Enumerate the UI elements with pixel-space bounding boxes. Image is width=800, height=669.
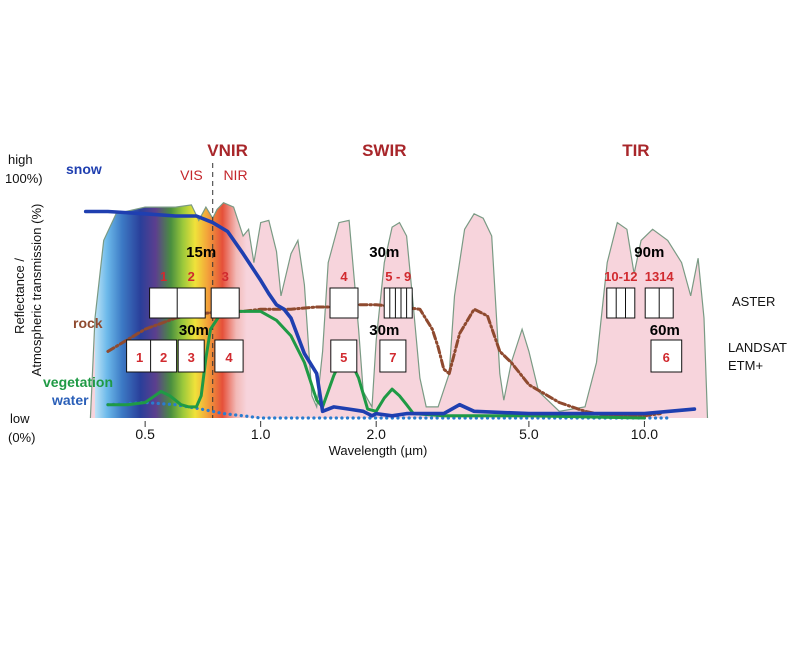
x-tick-label: 5.0 xyxy=(519,426,539,442)
resolution-label: 30m xyxy=(179,322,209,339)
x-tick-label: 10.0 xyxy=(631,426,658,442)
instrument-aster-label: ASTER xyxy=(732,294,775,309)
band-box-aster-10-12 xyxy=(606,287,636,319)
region-label: VNIR xyxy=(207,141,248,160)
series-snow-line xyxy=(83,209,697,418)
legend-vegetation: vegetation xyxy=(43,374,113,390)
band-box-aster-2 xyxy=(176,287,206,319)
band-box-aster-4 xyxy=(329,287,359,319)
y-low-label: low xyxy=(10,411,30,426)
x-tick-label: 2.0 xyxy=(366,426,386,442)
band-label: 3 xyxy=(188,350,195,365)
x-tick-label: 0.5 xyxy=(135,426,155,442)
band-label: 3 xyxy=(222,269,229,284)
band-box-aster-1 xyxy=(149,287,179,319)
band-box-landsat-3 xyxy=(177,339,205,373)
x-axis-title: Wavelength (µm) xyxy=(329,443,428,458)
y-high-label: high xyxy=(8,152,33,167)
resolution-label: 15m xyxy=(186,244,216,261)
band-label: 5 xyxy=(340,350,347,365)
resolution-label: 30m xyxy=(369,244,399,261)
y-high-percent: 100%) xyxy=(5,171,43,186)
series-vegetation-line xyxy=(106,309,646,420)
resolution-label: 30m xyxy=(369,322,399,339)
band-box-aster-3 xyxy=(210,287,240,319)
band-box-landsat-5 xyxy=(330,339,358,373)
band-box-landsat-6 xyxy=(650,339,683,373)
x-tick-label: 1.0 xyxy=(251,426,271,442)
band-label: 2 xyxy=(188,269,195,284)
band-label: 10-12 xyxy=(604,269,637,284)
band-label: 1314 xyxy=(645,269,675,284)
band-label: 1 xyxy=(136,350,143,365)
transmission-edge xyxy=(89,201,709,419)
band-label: 1 xyxy=(160,269,167,284)
text-layer: high 100%) low (0%) Reflectance / Atmospheric… xyxy=(5,141,787,445)
resolution-label: 60m xyxy=(650,322,680,339)
band-box-landsat-4 xyxy=(214,339,244,373)
band-box-aster-5-9 xyxy=(383,287,413,319)
resolution-label: 90m xyxy=(634,244,664,261)
band-label: 7 xyxy=(389,350,396,365)
instrument-landsat-label-1: LANDSAT xyxy=(728,340,787,355)
band-label: 4 xyxy=(225,350,233,365)
subregion-label: NIR xyxy=(223,167,247,183)
legend-snow: snow xyxy=(66,161,102,177)
band-label: 4 xyxy=(340,269,348,284)
x-axis: 0.5 1.0 2.0 5.0 10.0 Wavelength (µm) xyxy=(135,421,658,458)
region-label: TIR xyxy=(622,141,649,160)
y-axis-title-line2: Atmospheric transmission (%) xyxy=(29,204,44,377)
band-label: 5 - 9 xyxy=(385,269,411,284)
band-box-landsat-7 xyxy=(379,339,407,373)
band-label: 6 xyxy=(663,350,670,365)
legend-water: water xyxy=(51,392,89,408)
region-label: SWIR xyxy=(362,141,406,160)
instrument-landsat-label-2: ETM+ xyxy=(728,358,763,373)
band-layer: 1 2 3 4 5 - 9 10-12 1314 15m 30m 90m 1 2 3 4 5 7 6 30m 30m… xyxy=(126,244,683,373)
band-label: 2 xyxy=(160,350,167,365)
subregion-label: VIS xyxy=(180,167,203,183)
y-axis-title-line1: Reflectance / xyxy=(12,258,27,334)
legend-rock: rock xyxy=(73,315,103,331)
band-box-landsat-2 xyxy=(150,339,178,373)
series-layer xyxy=(83,209,697,420)
y-low-percent: (0%) xyxy=(8,430,35,445)
